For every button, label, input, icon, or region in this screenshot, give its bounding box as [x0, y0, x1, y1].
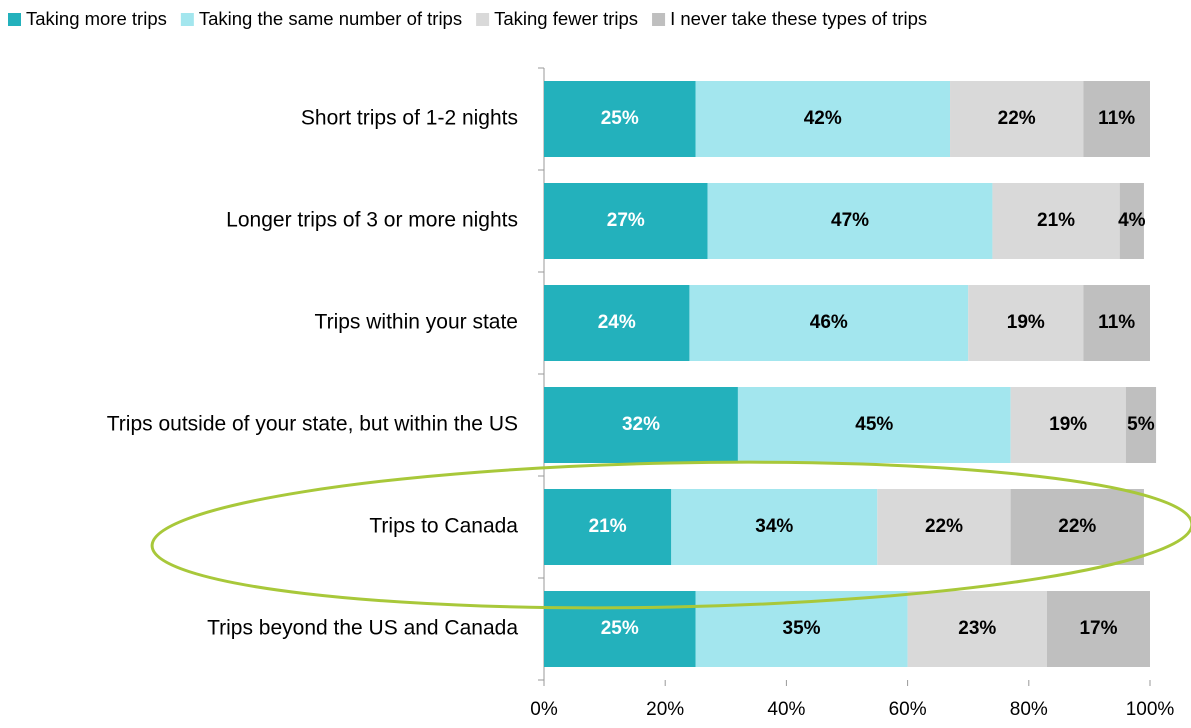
x-tick-label: 0% [530, 699, 558, 720]
bar-segment [907, 591, 1047, 667]
highlight-ellipse [150, 460, 1191, 610]
value-label: 22% [925, 516, 963, 537]
legend-swatch [652, 13, 666, 26]
x-tick-label: 100% [1126, 699, 1175, 720]
value-label: 4% [1118, 210, 1146, 231]
bar-segment [968, 285, 1084, 361]
value-label: 17% [1079, 618, 1117, 639]
value-label: 5% [1127, 414, 1155, 435]
value-label: 19% [1049, 414, 1087, 435]
x-tick-label: 80% [1010, 699, 1048, 720]
bar-segment [695, 591, 908, 667]
legend-swatch [8, 13, 21, 26]
category-label: Trips beyond the US and Canada [207, 617, 518, 640]
bar-segment [544, 387, 738, 463]
bar-segment [1119, 183, 1144, 259]
value-label: 22% [1058, 516, 1096, 537]
bar-segment [1083, 81, 1150, 157]
bar-segment [1083, 285, 1150, 361]
category-label: Trips within your state [315, 311, 518, 334]
bar-segment [544, 183, 708, 259]
value-label: 23% [958, 618, 996, 639]
category-label: Trips outside of your state, but within … [107, 413, 518, 436]
value-label: 24% [598, 312, 636, 333]
x-tick-label: 40% [767, 699, 805, 720]
legend-label: Taking the same number of trips [199, 8, 462, 29]
value-label: 42% [804, 108, 842, 129]
legend-swatch [476, 13, 490, 26]
legend-label: I never take these types of trips [670, 8, 927, 29]
value-label: 27% [607, 210, 645, 231]
bar-segment [877, 489, 1011, 565]
x-tick-label: 20% [646, 699, 684, 720]
value-label: 35% [783, 618, 821, 639]
legend-swatch [180, 13, 194, 26]
bar-segment [992, 183, 1120, 259]
bar-segment [950, 81, 1084, 157]
bar-segment [1010, 387, 1126, 463]
x-tick-label: 60% [889, 699, 927, 720]
category-label: Short trips of 1-2 nights [301, 107, 518, 130]
bar-segment [544, 489, 672, 565]
bar-segment [544, 285, 690, 361]
value-label: 32% [622, 414, 660, 435]
bar-segment [671, 489, 878, 565]
bar-segment [544, 591, 696, 667]
bar-segment [1125, 387, 1157, 463]
bar-segment [737, 387, 1011, 463]
value-label: 21% [1037, 210, 1075, 231]
bar-segment [544, 81, 696, 157]
bar-segment [1046, 591, 1150, 667]
value-label: 21% [589, 516, 627, 537]
value-label: 45% [855, 414, 893, 435]
value-label: 22% [998, 108, 1036, 129]
bar-segment [689, 285, 969, 361]
category-label: Trips to Canada [369, 515, 518, 538]
value-label: 11% [1098, 108, 1135, 129]
bar-segment [707, 183, 993, 259]
value-label: 47% [831, 210, 869, 231]
legend-label: Taking fewer trips [494, 8, 638, 29]
bar-segment [1010, 489, 1144, 565]
legend-label: Taking more trips [26, 8, 167, 29]
bar-segment [695, 81, 951, 157]
value-label: 25% [601, 618, 639, 639]
value-label: 19% [1007, 312, 1045, 333]
value-label: 25% [601, 108, 639, 129]
value-label: 11% [1098, 312, 1135, 333]
value-label: 34% [755, 516, 793, 537]
category-label: Longer trips of 3 or more nights [226, 209, 518, 232]
value-label: 46% [810, 312, 848, 333]
